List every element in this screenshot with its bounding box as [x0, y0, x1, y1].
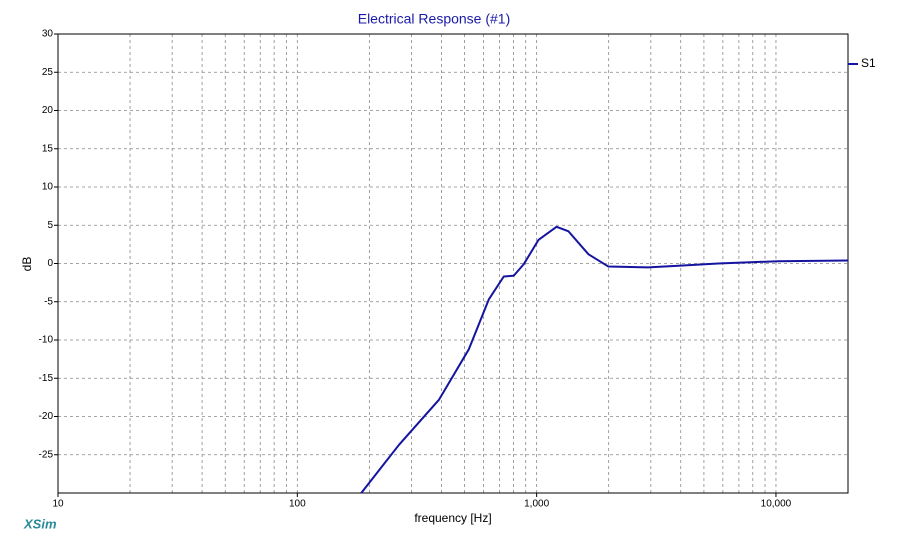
y-tick-label: -10 — [39, 335, 54, 346]
x-tick-label: 100 — [289, 499, 306, 510]
x-axis-label: frequency [Hz] — [414, 511, 491, 525]
chart-title: Electrical Response (#1) — [358, 11, 511, 27]
y-tick-label: 0 — [47, 258, 53, 269]
y-tick-label: 10 — [42, 182, 54, 193]
y-tick-label: -25 — [39, 449, 54, 460]
brand: XSim — [23, 516, 57, 531]
y-tick-label: -5 — [44, 296, 53, 307]
y-tick-label: 15 — [42, 143, 54, 154]
y-tick-label: 5 — [47, 220, 53, 231]
y-tick-label: 20 — [42, 105, 54, 116]
y-tick-label: -20 — [39, 411, 54, 422]
x-tick-label: 10 — [52, 499, 64, 510]
y-tick-label: 25 — [42, 67, 54, 78]
plot-frame — [57, 33, 849, 494]
legend-label: S1 — [861, 56, 876, 70]
y-tick-label: -15 — [39, 373, 54, 384]
x-tick-label: 1,000 — [524, 499, 549, 510]
y-tick-label: 30 — [42, 29, 54, 40]
x-tick-label: 10,000 — [761, 499, 792, 510]
y-axis-label: dB — [20, 257, 34, 272]
series-line — [360, 225, 849, 494]
